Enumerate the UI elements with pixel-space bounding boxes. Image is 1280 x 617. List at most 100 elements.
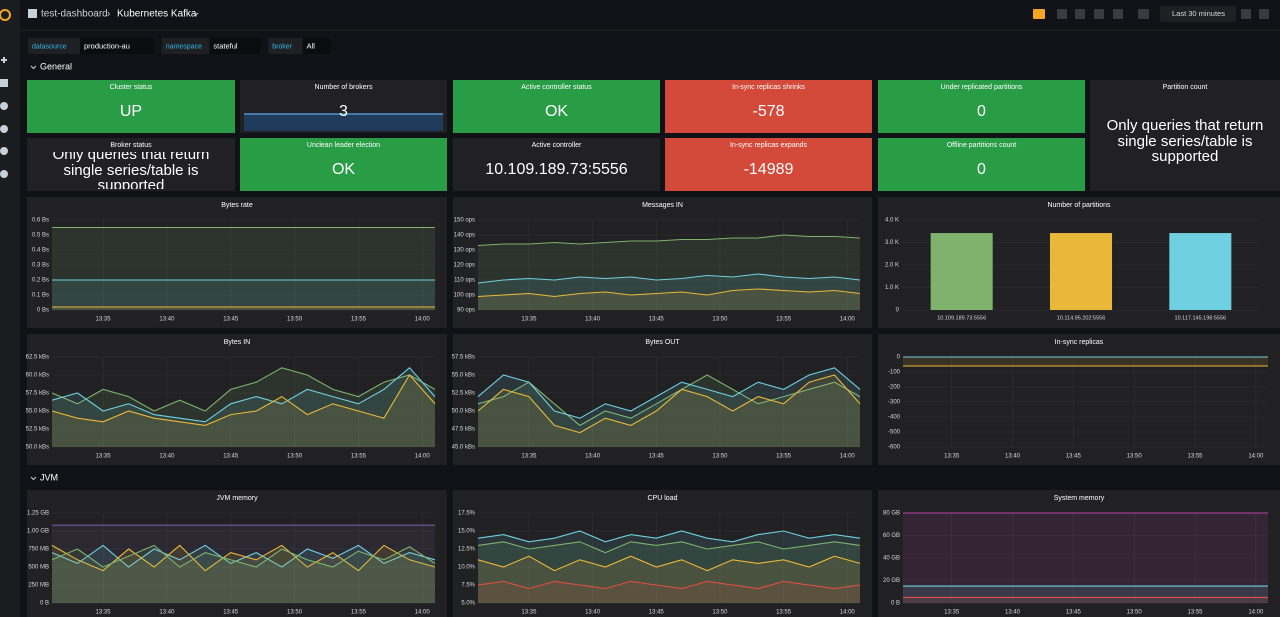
variable-value-box[interactable]: [80, 38, 154, 54]
stat-value: -14989: [743, 161, 794, 179]
icon-dashboards[interactable]: [0, 79, 8, 87]
stat-panel: [878, 138, 1085, 191]
y-tick-label: 90 ops: [457, 308, 475, 314]
bar: [1049, 233, 1113, 310]
stat-value-box: 10.109.189.73:5556: [485, 161, 627, 178]
graph-panel: [453, 197, 872, 328]
stat-title: Unclean leader election: [307, 142, 380, 149]
y-tick-label: 60.0 kBs: [26, 373, 49, 379]
y-tick-label: 140 ops: [454, 233, 475, 239]
x-tick-label: 14:00: [415, 610, 431, 616]
stat-value: Only queries that return single series/t…: [52, 152, 210, 189]
y-tick-label: 7.5%: [461, 583, 475, 589]
breadcrumb[interactable]: test-dashboard: [41, 9, 108, 20]
dashboard-title[interactable]: Kubernetes Kafka: [117, 9, 197, 20]
icon-alerts[interactable]: [0, 125, 8, 133]
x-tick-label: 13:45: [1066, 610, 1082, 616]
y-tick-label: -100: [888, 370, 901, 376]
logo[interactable]: [0, 9, 11, 21]
x-tick-label: 13:40: [585, 317, 601, 323]
series-line: [477, 367, 861, 419]
variable-value-box[interactable]: [302, 38, 331, 54]
series-line: [477, 555, 861, 572]
row-chevron[interactable]: [30, 65, 37, 70]
area-fill: [478, 541, 860, 603]
series-line: [51, 367, 436, 423]
row-title[interactable]: General: [40, 61, 72, 71]
y-tick-label: 0.1 Bs: [32, 293, 49, 299]
graph-panel: [878, 334, 1280, 465]
btn-save[interactable]: [1094, 9, 1104, 19]
stat-value: OK: [544, 103, 569, 121]
x-tick-label: 13:45: [649, 454, 665, 460]
x-tick-label: 13:50: [712, 317, 728, 323]
x-tick-label: 13:50: [287, 454, 303, 460]
x-tick-label: 13:55: [351, 317, 367, 323]
dash-icon: [28, 9, 37, 18]
series-line: [477, 541, 861, 554]
area-fill: [52, 545, 435, 603]
y-tick-label: 20 GB: [883, 578, 900, 584]
stat-value-box: Only queries that return single series/t…: [1107, 118, 1264, 165]
x-tick-label: 13:40: [159, 454, 175, 460]
btn-add-panel[interactable]: [1033, 9, 1045, 19]
time-range[interactable]: Last 30 minutes: [1172, 9, 1225, 18]
y-tick-label: 0.3 Bs: [32, 263, 49, 269]
x-tick-label: 13:40: [1005, 610, 1021, 616]
y-tick-label: 62.5 kBs: [26, 355, 49, 361]
panel-title: Messages IN: [642, 202, 683, 209]
y-tick-label: 750 MB: [28, 547, 49, 553]
sidebar-icons: [0, 57, 8, 178]
btn-zoom[interactable]: [1241, 9, 1251, 19]
y-tick-label: 52.5 kBs: [452, 391, 475, 397]
y-tick-label: 150 ops: [454, 218, 475, 224]
variable-label: broker: [272, 43, 293, 50]
y-tick-label: 2.0 K: [885, 263, 899, 269]
x-tick-label: 13:55: [776, 454, 792, 460]
variable-value[interactable]: All: [307, 41, 316, 50]
stat-value-box: -578: [752, 103, 785, 121]
series-line: [477, 273, 861, 284]
y-tick-label: 80 GB: [883, 511, 900, 517]
icon-admin[interactable]: [0, 170, 8, 178]
btn-refresh[interactable]: [1259, 9, 1269, 19]
variable-label: namespace: [166, 43, 202, 50]
stat-panel: [453, 138, 660, 191]
area-fill: [52, 227, 435, 310]
x-tick-label: 13:40: [1005, 454, 1021, 460]
area-fill: [478, 289, 860, 310]
y-tick-label: 52.5 kBs: [26, 427, 49, 433]
row-chevron[interactable]: [30, 476, 37, 481]
x-tick-label: 13:35: [521, 454, 537, 460]
x-tick-label: 14:00: [1248, 454, 1264, 460]
stat-value: 0: [977, 161, 986, 179]
variable-value-box[interactable]: [209, 38, 261, 54]
icon-add[interactable]: [3, 57, 5, 63]
x-tick-label: 13:35: [944, 610, 960, 616]
x-tick-label: 14:00: [840, 317, 856, 323]
y-tick-label: 0.2 Bs: [32, 278, 49, 284]
btn-settings[interactable]: [1113, 9, 1123, 19]
time-picker[interactable]: [1160, 6, 1236, 22]
stat-value: -578: [752, 103, 785, 121]
row-title[interactable]: JVM: [40, 472, 58, 482]
icon-config[interactable]: [0, 147, 8, 155]
btn-tv[interactable]: [1138, 9, 1149, 19]
stat-title: Under replicated partitions: [941, 84, 1023, 91]
toolbar: [1033, 6, 1269, 22]
stat-title: In-sync replicas expands: [730, 142, 808, 149]
btn-share[interactable]: [1075, 9, 1085, 19]
y-tick-label: -400: [888, 415, 901, 421]
icon-explore[interactable]: [0, 102, 8, 110]
variable-value[interactable]: stateful: [213, 41, 238, 50]
x-tick-label: 13:35: [944, 454, 960, 460]
series-line: [477, 234, 861, 247]
stat-title: Active controller status: [521, 84, 592, 91]
sparkline-fill: [244, 114, 443, 131]
variable-value[interactable]: production-au: [84, 41, 130, 50]
y-tick-label: 100 ops: [454, 293, 475, 299]
x-tick-label: 13:45: [223, 317, 239, 323]
btn-star[interactable]: [1057, 9, 1067, 19]
y-tick-label: 5.0%: [461, 601, 475, 607]
